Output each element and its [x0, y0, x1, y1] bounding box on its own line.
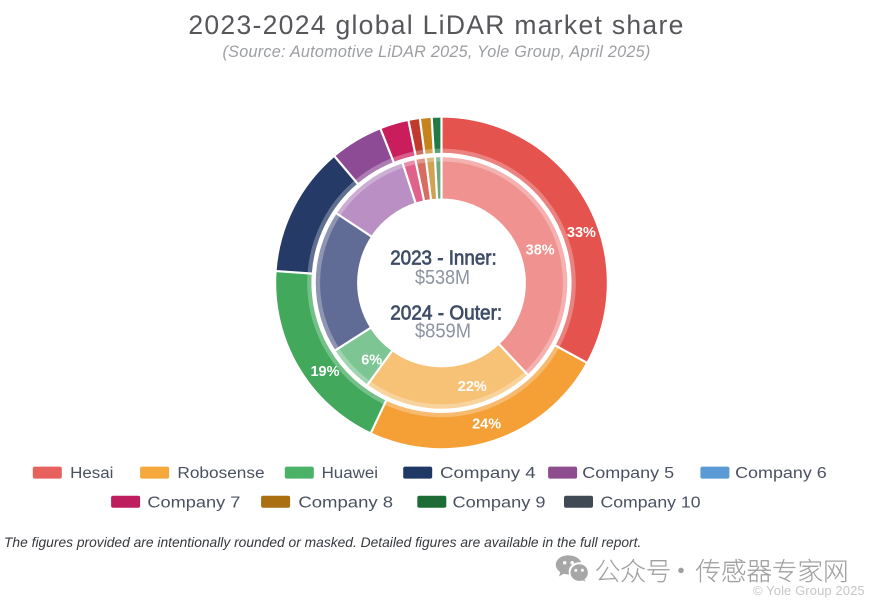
svg-text:24%: 24%	[472, 416, 501, 432]
svg-text:33%: 33%	[567, 225, 596, 241]
svg-text:$538M: $538M	[415, 266, 470, 289]
svg-text:22%: 22%	[458, 379, 487, 395]
svg-text:Company 10: Company 10	[601, 494, 701, 511]
svg-text:Huawei: Huawei	[322, 465, 378, 482]
svg-text:19%: 19%	[310, 364, 339, 380]
svg-text:Company 5: Company 5	[582, 465, 674, 482]
svg-text:2024 - Outer:: 2024 - Outer:	[390, 301, 502, 324]
svg-text:38%: 38%	[526, 242, 555, 258]
svg-text:6%: 6%	[361, 352, 382, 368]
svg-text:Company 6: Company 6	[735, 465, 827, 482]
svg-text:Hesai: Hesai	[70, 465, 113, 482]
svg-text:Robosense: Robosense	[177, 465, 264, 482]
svg-text:$859M: $859M	[415, 320, 471, 343]
svg-text:Company 4: Company 4	[440, 465, 536, 482]
svg-text:Company 7: Company 7	[147, 494, 240, 511]
svg-text:Company 8: Company 8	[298, 494, 393, 511]
svg-text:Company 9: Company 9	[453, 494, 546, 511]
svg-text:2023 - Inner:: 2023 - Inner:	[390, 247, 497, 270]
